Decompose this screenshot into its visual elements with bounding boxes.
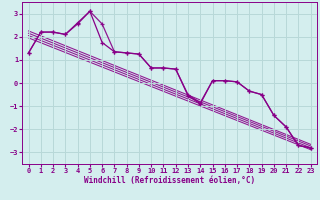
X-axis label: Windchill (Refroidissement éolien,°C): Windchill (Refroidissement éolien,°C) <box>84 176 255 185</box>
